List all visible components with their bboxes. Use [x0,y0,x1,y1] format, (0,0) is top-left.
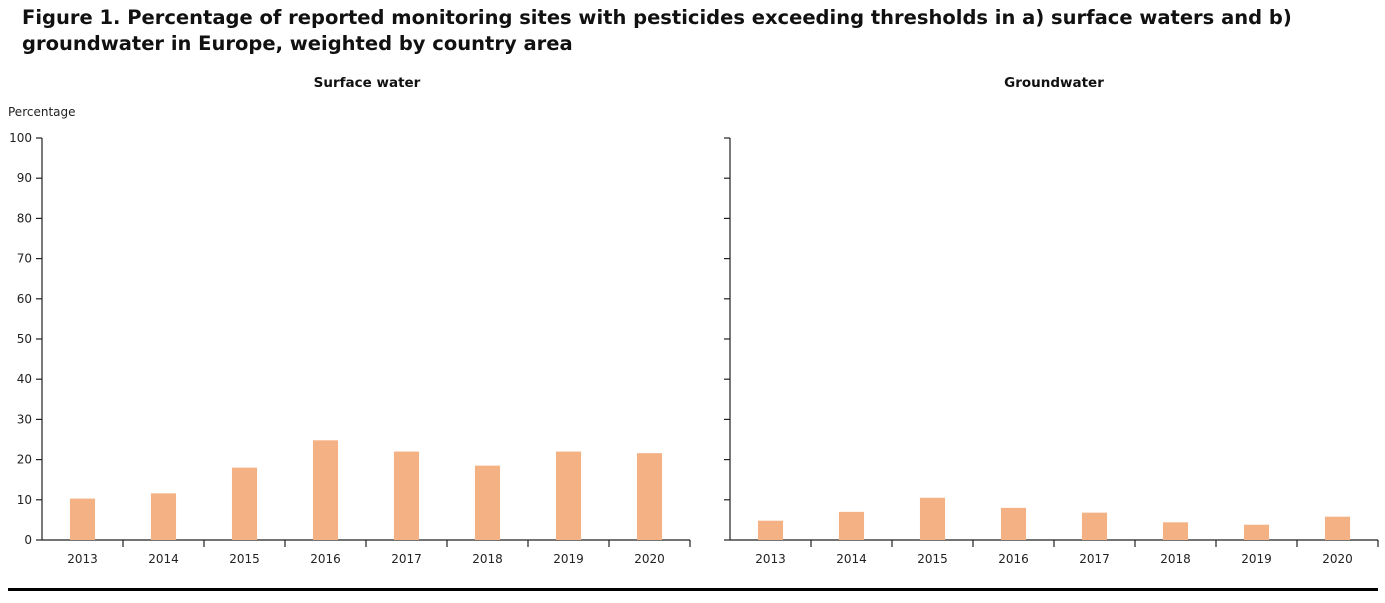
surface-y-tick-label: 50 [17,332,32,346]
groundwater-bar-2013 [757,520,784,540]
groundwater-x-tick-label: 2014 [836,552,867,566]
surface-bar-2017 [393,451,420,540]
groundwater-panel-title: Groundwater [1004,75,1104,91]
bottom-rule [8,588,1378,591]
surface-bar-2014 [150,493,177,540]
groundwater-x-tick-label: 2018 [1160,552,1191,566]
surface-y-tick-label: 30 [17,412,32,426]
groundwater-bar-2019 [1243,524,1270,540]
groundwater-bar-2020 [1324,516,1351,540]
surface-y-axis-label: Percentage [8,105,76,119]
surface-bar-2018 [474,465,501,540]
surface-y-tick-label: 100 [9,131,32,145]
surface-x-tick-label: 2018 [472,552,503,566]
surface-y-tick-label: 70 [17,252,32,266]
surface-y-tick-label: 90 [17,171,32,185]
surface-bar-2015 [231,467,258,540]
groundwater-bar-2018 [1162,522,1189,540]
surface-x-tick-label: 2014 [148,552,179,566]
surface-x-tick-label: 2013 [67,552,98,566]
surface-bar-2016 [312,440,339,540]
surface-x-tick-label: 2019 [553,552,584,566]
surface-bar-2019 [555,451,582,540]
surface-y-tick-label: 40 [17,372,32,386]
surface-bar-2020 [636,453,663,540]
surface-bar-2013 [69,498,96,540]
surface-y-tick-label: 60 [17,292,32,306]
groundwater-x-tick-label: 2017 [1079,552,1110,566]
surface-x-tick-label: 2020 [634,552,665,566]
groundwater-x-tick-label: 2016 [998,552,1029,566]
surface-y-tick-label: 20 [17,453,32,467]
groundwater-x-tick-label: 2020 [1322,552,1353,566]
groundwater-bar-2016 [1000,507,1027,540]
surface-y-tick-label: 80 [17,211,32,225]
surface-x-tick-label: 2016 [310,552,341,566]
groundwater-bar-2014 [838,511,865,540]
groundwater-bar-2015 [919,497,946,540]
surface-x-tick-label: 2017 [391,552,422,566]
figure-title: Figure 1. Percentage of reported monitor… [22,6,1292,55]
groundwater-x-tick-label: 2019 [1241,552,1272,566]
surface-y-tick-label: 0 [24,533,32,547]
groundwater-x-tick-label: 2013 [755,552,786,566]
surface-x-tick-label: 2015 [229,552,260,566]
groundwater-bar-2017 [1081,512,1108,540]
surface-y-tick-label: 10 [17,493,32,507]
surface-panel-title: Surface water [314,75,421,91]
groundwater-x-tick-label: 2015 [917,552,948,566]
